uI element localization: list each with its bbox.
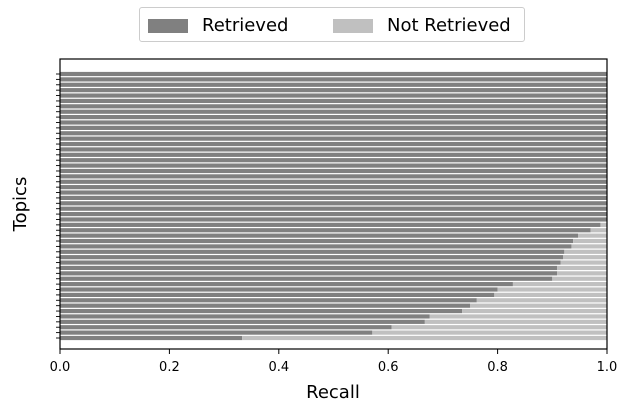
bar-retrieved — [60, 120, 607, 125]
bar-retrieved — [60, 217, 607, 222]
bar-not-retrieved — [557, 271, 607, 276]
bar-not-retrieved — [590, 228, 607, 233]
bar-not-retrieved — [564, 249, 607, 254]
x-ticks-group: 0.0 0.2 0.4 0.6 0.8 1.0 — [50, 349, 618, 375]
bars-group — [60, 71, 607, 341]
bar-not-retrieved — [372, 330, 607, 335]
bar-not-retrieved — [497, 287, 607, 292]
legend-item-not-retrieved: Not Retrieved — [333, 8, 511, 43]
bar-not-retrieved — [571, 244, 607, 249]
bar-retrieved — [60, 303, 471, 308]
bar-retrieved — [60, 238, 574, 244]
bar-retrieved — [60, 260, 561, 265]
bar-not-retrieved — [557, 265, 607, 271]
bar-retrieved — [60, 249, 565, 254]
bar-retrieved — [60, 276, 553, 281]
bar-retrieved — [60, 136, 607, 141]
bar-retrieved — [60, 244, 572, 249]
bar-retrieved — [60, 228, 591, 233]
plot-frame — [59, 58, 608, 350]
bar-not-retrieved — [391, 325, 607, 330]
bar-retrieved — [60, 131, 607, 136]
y-axis-label: Topics — [10, 177, 31, 233]
bar-retrieved — [60, 314, 430, 319]
bar-retrieved — [60, 185, 607, 190]
x-tick-label: 0.4 — [268, 360, 289, 375]
bar-not-retrieved — [476, 298, 607, 303]
bar-retrieved — [60, 125, 607, 130]
bar-not-retrieved — [242, 335, 607, 341]
bar-retrieved — [60, 330, 373, 335]
bar-not-retrieved — [512, 282, 607, 287]
bar-retrieved — [60, 152, 607, 157]
bar-retrieved — [60, 71, 607, 77]
legend-swatch-retrieved — [148, 18, 188, 33]
bar-not-retrieved — [600, 222, 607, 227]
bar-retrieved — [60, 265, 558, 271]
x-tick-label: 1.0 — [597, 360, 618, 375]
bar-not-retrieved — [578, 233, 607, 238]
bar-retrieved — [60, 115, 607, 120]
bar-not-retrieved — [560, 260, 607, 265]
bar-retrieved — [60, 77, 607, 82]
bar-retrieved — [60, 233, 579, 238]
bar-not-retrieved — [494, 292, 607, 297]
bar-retrieved — [60, 298, 477, 303]
bar-retrieved — [60, 255, 564, 260]
bar-retrieved — [60, 211, 607, 217]
bar-not-retrieved — [552, 276, 607, 281]
legend-label-not-retrieved: Not Retrieved — [387, 15, 511, 36]
bar-retrieved — [60, 206, 607, 211]
bar-not-retrieved — [462, 308, 607, 314]
x-axis-label: Recall — [306, 382, 360, 400]
x-tick-label: 0.6 — [378, 360, 399, 375]
bar-retrieved — [60, 104, 607, 109]
bar-retrieved — [60, 287, 498, 292]
bar-retrieved — [60, 222, 601, 227]
bar-retrieved — [60, 308, 463, 314]
bar-retrieved — [60, 179, 607, 184]
bar-retrieved — [60, 93, 607, 98]
bar-not-retrieved — [563, 255, 607, 260]
legend: Retrieved Not Retrieved — [139, 7, 525, 42]
x-tick-label: 0.2 — [159, 360, 180, 375]
x-tick-label: 0.8 — [487, 360, 508, 375]
bar-retrieved — [60, 163, 607, 168]
bar-retrieved — [60, 292, 495, 297]
bar-not-retrieved — [424, 319, 607, 324]
x-tick-label: 0.0 — [50, 360, 71, 375]
bar-retrieved — [60, 82, 607, 87]
bar-retrieved — [60, 319, 425, 324]
legend-item-retrieved: Retrieved — [148, 8, 288, 43]
bar-retrieved — [60, 190, 607, 195]
bar-retrieved — [60, 88, 607, 93]
bar-retrieved — [60, 174, 607, 179]
legend-label-retrieved: Retrieved — [202, 15, 289, 36]
bar-retrieved — [60, 335, 243, 341]
bar-retrieved — [60, 98, 607, 104]
bar-retrieved — [60, 141, 607, 147]
bar-retrieved — [60, 201, 607, 206]
y-ticks-group — [56, 73, 60, 339]
bar-retrieved — [60, 325, 392, 330]
bar-retrieved — [60, 195, 607, 201]
bar-retrieved — [60, 168, 607, 174]
bar-not-retrieved — [429, 314, 607, 319]
bar-retrieved — [60, 282, 513, 287]
bar-retrieved — [60, 109, 607, 114]
bar-not-retrieved — [573, 238, 607, 244]
bar-not-retrieved — [470, 303, 607, 308]
legend-swatch-not-retrieved — [333, 18, 373, 33]
bar-retrieved — [60, 271, 558, 276]
bar-retrieved — [60, 147, 607, 152]
bar-retrieved — [60, 158, 607, 163]
